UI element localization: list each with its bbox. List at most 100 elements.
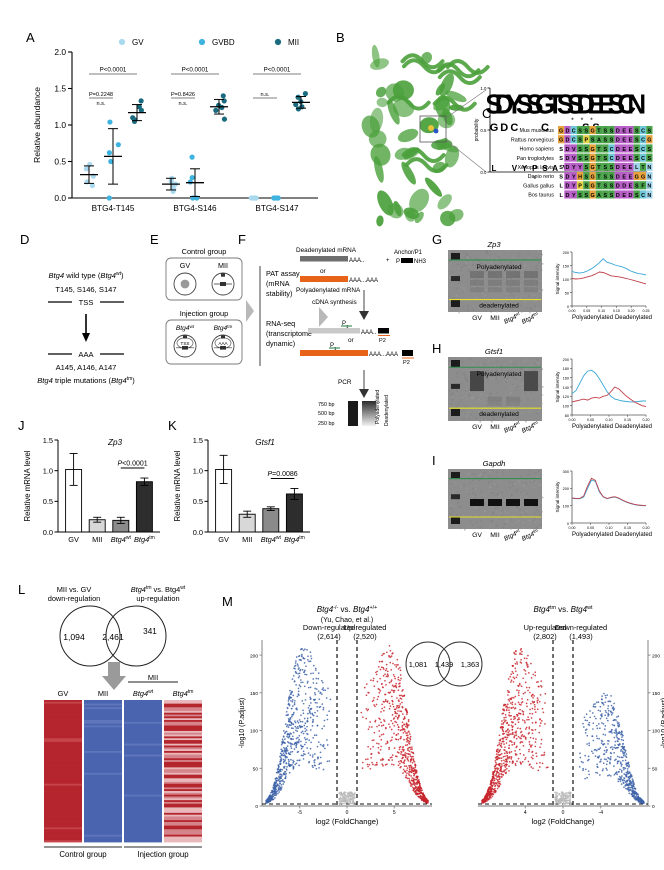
heatmap-cell bbox=[124, 803, 162, 806]
c-residue: D bbox=[616, 174, 620, 180]
volcano-point bbox=[316, 715, 318, 718]
volcano-point bbox=[275, 776, 278, 779]
volcano-xtick: -5 bbox=[298, 810, 303, 816]
c-species-label: Gallus gallus bbox=[523, 183, 554, 189]
volcano-point-ns bbox=[338, 802, 341, 805]
volcano-point bbox=[420, 791, 423, 794]
volcano-point bbox=[400, 677, 402, 680]
c-residue: D bbox=[616, 138, 620, 144]
heatmap-cell bbox=[84, 725, 122, 728]
heatmap-cell bbox=[44, 740, 82, 743]
volcano-point bbox=[298, 719, 301, 721]
volcano-point bbox=[312, 672, 315, 675]
volcano-point-ns bbox=[349, 799, 351, 801]
volcano-point bbox=[511, 741, 513, 743]
b-logo-letter: E bbox=[598, 89, 615, 120]
volcano-point bbox=[288, 704, 291, 707]
c-residue: D bbox=[565, 165, 569, 171]
panel-k-letter: K bbox=[168, 418, 177, 433]
volcano-point bbox=[289, 742, 292, 744]
volcano-point bbox=[583, 716, 586, 719]
heatmap-cell bbox=[164, 707, 202, 710]
volcano-point bbox=[635, 791, 638, 794]
volcano-point bbox=[390, 679, 393, 681]
volcano-point bbox=[376, 761, 378, 764]
volcano-point bbox=[399, 710, 401, 713]
heatmap-cell bbox=[124, 767, 162, 770]
c-residue: E bbox=[622, 156, 626, 162]
c-residue: C bbox=[572, 138, 576, 144]
heatmap-cell bbox=[164, 760, 202, 763]
heatmap-cell bbox=[124, 829, 162, 832]
c-residue: V bbox=[572, 156, 576, 162]
volcano-point bbox=[309, 660, 312, 663]
volcano-point bbox=[489, 783, 492, 786]
volcano-point bbox=[394, 712, 397, 715]
c-residue: S bbox=[610, 174, 614, 180]
volcano-point bbox=[631, 786, 633, 789]
heatmap-cell bbox=[84, 756, 122, 759]
volcano-point bbox=[414, 766, 417, 769]
volcano-point bbox=[296, 741, 298, 744]
volcano-point bbox=[361, 716, 364, 719]
volcano-point bbox=[306, 732, 308, 735]
volcano-point bbox=[372, 679, 375, 682]
volcano-point bbox=[413, 781, 415, 783]
heatmap-cell bbox=[44, 732, 82, 735]
volcano-point bbox=[307, 655, 309, 658]
volcano-point bbox=[599, 760, 602, 763]
volcano-point bbox=[622, 734, 624, 737]
volcano-point bbox=[502, 708, 504, 711]
panel-j: J 0.0 0.5 1.0 1.5 Relative mRNA level Zp3 GV MI… bbox=[18, 418, 168, 558]
volcano-point bbox=[490, 790, 493, 793]
volcano-point bbox=[370, 756, 372, 759]
heatmap-cell bbox=[124, 700, 162, 703]
volcano-point bbox=[300, 747, 303, 750]
volcano-point bbox=[618, 756, 621, 759]
heatmap-cell bbox=[164, 800, 202, 803]
heatmap-cell bbox=[84, 774, 122, 777]
volcano-point bbox=[540, 738, 543, 741]
volcano-point bbox=[294, 729, 297, 732]
a-datapoint bbox=[295, 94, 301, 100]
volcano-point bbox=[586, 776, 588, 779]
a-ytick: 1.5 bbox=[54, 84, 66, 94]
volcano-point bbox=[621, 750, 624, 753]
c-residue-unaligned: S bbox=[559, 147, 563, 153]
volcano-point bbox=[295, 660, 297, 662]
heatmap-cell bbox=[164, 838, 202, 841]
c-residue: S bbox=[585, 184, 589, 190]
c-residue: S bbox=[585, 174, 589, 180]
heatmap-cell bbox=[84, 703, 122, 706]
heatmap-cell bbox=[44, 710, 82, 714]
volcano-point bbox=[626, 762, 628, 765]
volcano-point bbox=[601, 769, 604, 772]
volcano-point-ns bbox=[554, 800, 557, 802]
volcano-point bbox=[403, 762, 406, 764]
heatmap-cell bbox=[44, 800, 82, 803]
volcano-point bbox=[617, 738, 620, 740]
volcano-point bbox=[300, 653, 303, 656]
volcano-point bbox=[534, 741, 537, 743]
volcano-point bbox=[303, 717, 306, 720]
volcano-point bbox=[410, 757, 413, 760]
volcano-point bbox=[603, 743, 606, 745]
volcano-point bbox=[302, 709, 304, 712]
heatmap-cell bbox=[84, 729, 122, 732]
volcano-point bbox=[486, 792, 488, 795]
volcano-point bbox=[287, 700, 290, 702]
volcano-point bbox=[379, 748, 382, 751]
pat-ytick: 80 bbox=[565, 414, 569, 418]
volcano-point bbox=[291, 750, 294, 753]
volcano-point bbox=[291, 678, 294, 680]
volcano-point-ns bbox=[351, 791, 353, 794]
volcano-point bbox=[309, 729, 312, 731]
c-residue: G bbox=[559, 138, 563, 144]
volcano-point bbox=[285, 714, 288, 717]
volcano-point bbox=[417, 781, 420, 784]
volcano-point bbox=[585, 728, 588, 731]
volcano-point bbox=[292, 674, 295, 677]
volcano-point bbox=[537, 685, 540, 688]
a-datapoint bbox=[272, 195, 278, 201]
b-logo-letter: S bbox=[526, 89, 543, 120]
